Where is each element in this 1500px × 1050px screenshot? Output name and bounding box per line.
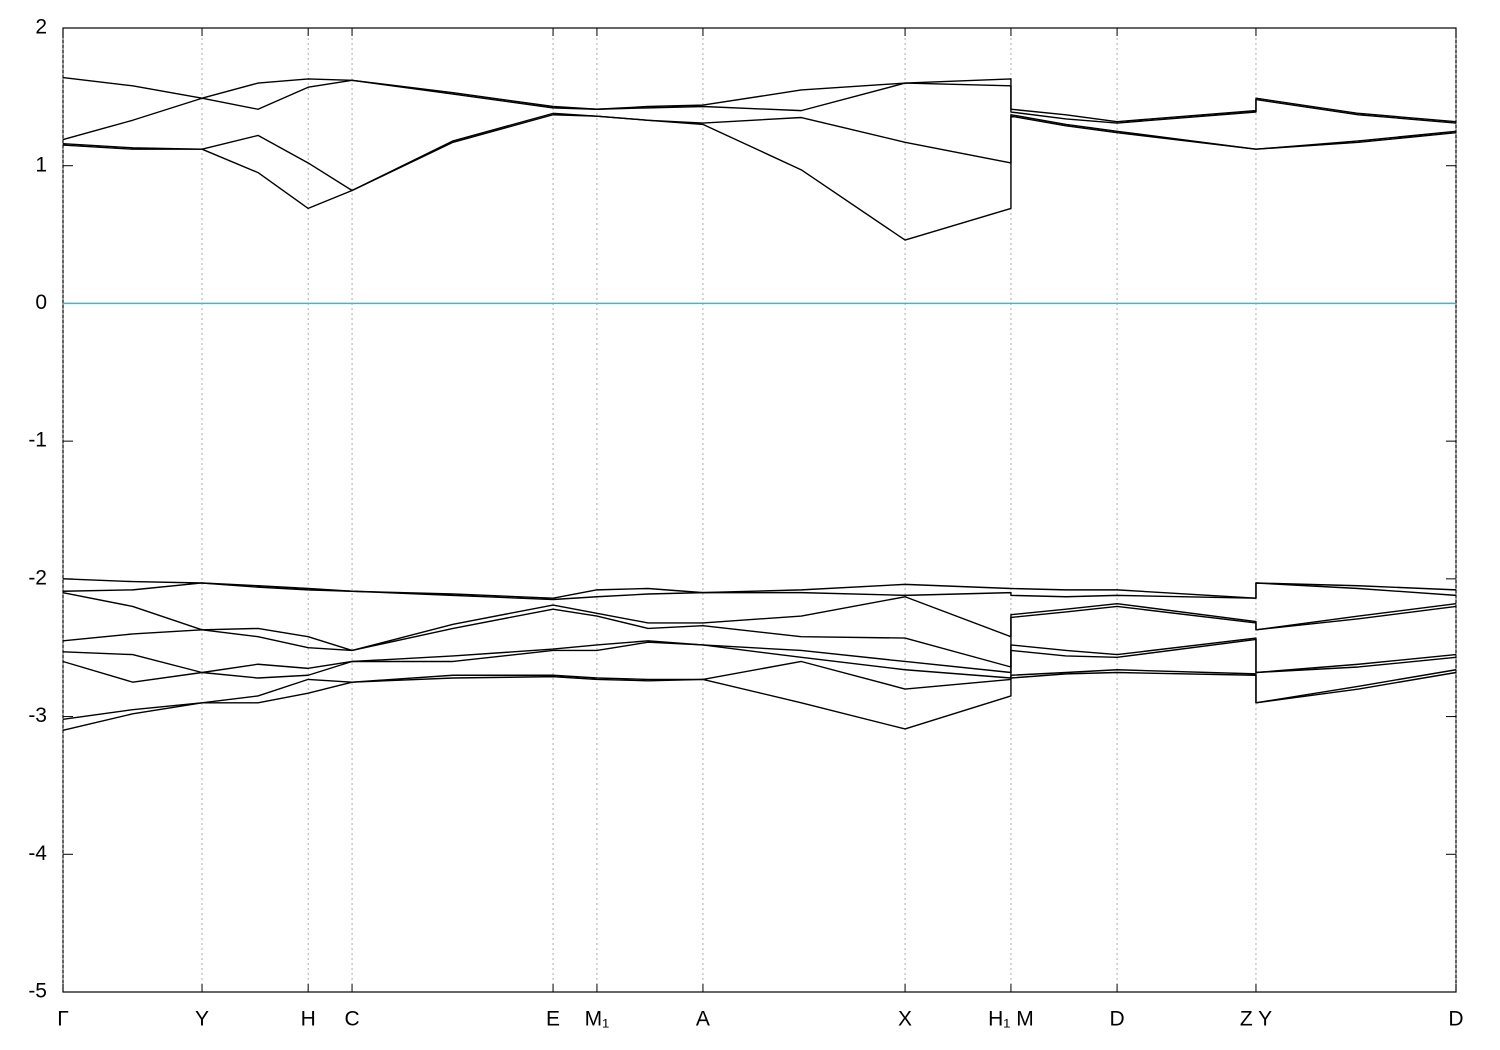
y-tick-label: 1 <box>35 153 47 176</box>
x-tick-label: D <box>1109 1008 1124 1031</box>
y-tick-label: -3 <box>28 704 47 727</box>
x-tick-label: X <box>898 1008 912 1031</box>
x-tick-label: C <box>344 1008 359 1031</box>
band-line <box>62 114 1457 241</box>
band-line <box>62 578 1457 599</box>
y-tick-label: 2 <box>35 16 47 39</box>
band-line <box>62 638 1457 683</box>
plot-frame <box>62 27 1457 993</box>
x-tick-label: D <box>1448 1008 1463 1031</box>
band-line <box>62 637 1457 674</box>
band-line <box>62 76 1457 123</box>
x-tick-label: H₁ M <box>988 1008 1034 1031</box>
x-tick-label: Γ <box>57 1008 69 1031</box>
y-tick-label: 0 <box>35 291 47 314</box>
x-tick-label: H <box>301 1008 316 1031</box>
band-line <box>62 112 1457 192</box>
band-line <box>62 79 1457 141</box>
y-tick-label: -2 <box>28 566 47 589</box>
y-tick-label: -5 <box>28 980 47 1003</box>
band-line <box>62 605 1457 668</box>
x-tick-label: E <box>546 1008 560 1031</box>
y-tick-label: -4 <box>28 842 47 865</box>
x-tick-label: A <box>696 1008 710 1031</box>
x-tick-label: M₁ <box>585 1008 610 1031</box>
band-line <box>62 671 1457 732</box>
x-tick-label: Z Y <box>1240 1008 1272 1031</box>
band-line <box>62 582 1457 601</box>
x-tick-label: Y <box>195 1008 209 1031</box>
y-tick-label: -1 <box>28 429 47 452</box>
band-line <box>62 660 1457 721</box>
band-line <box>62 591 1457 652</box>
